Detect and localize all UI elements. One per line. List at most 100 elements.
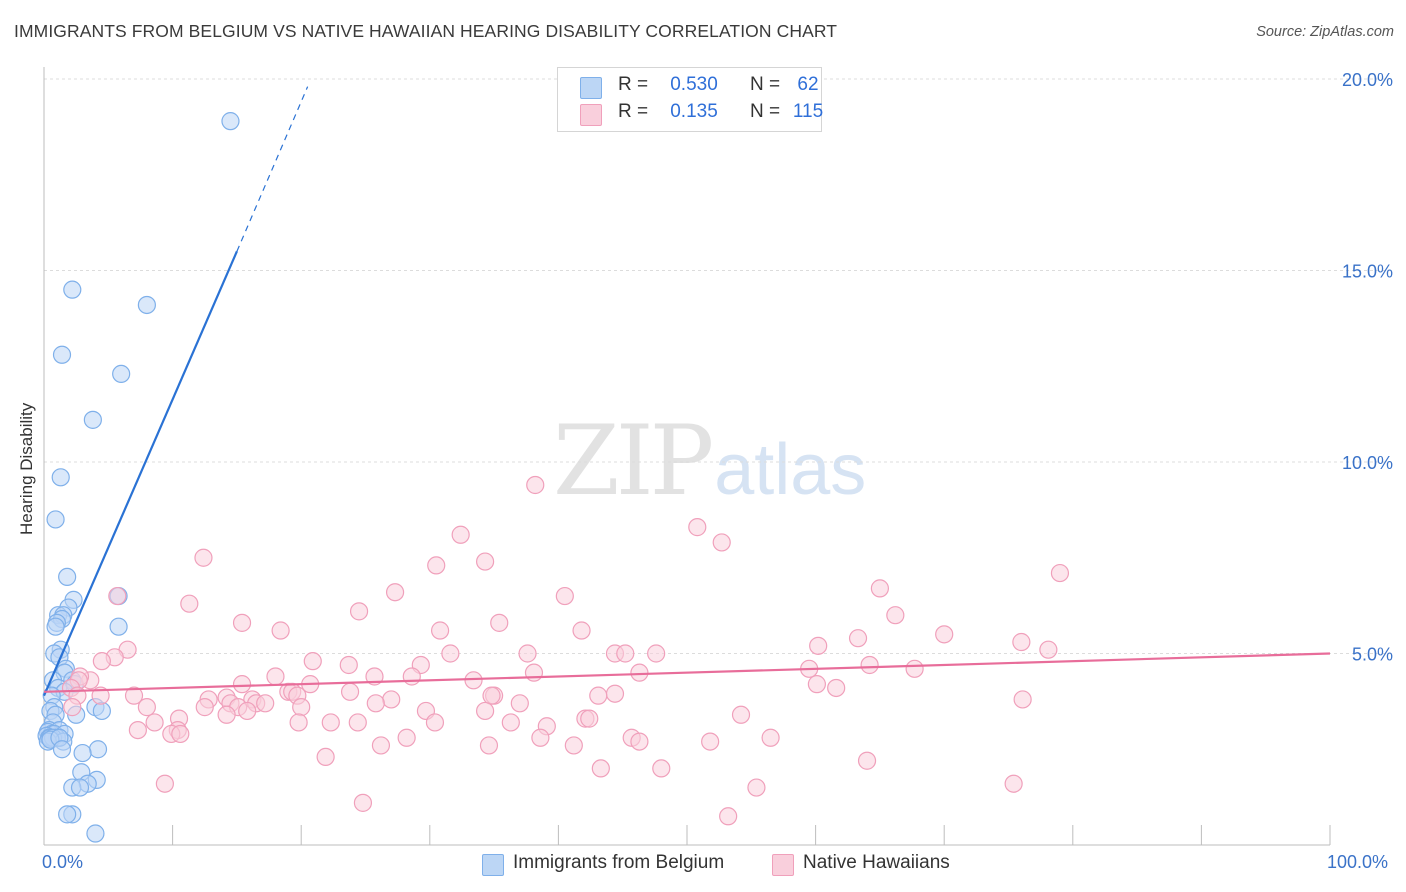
point-native-hawaiian xyxy=(1050,563,1070,583)
point-belgium xyxy=(221,112,240,131)
point-native-hawaiian xyxy=(217,705,236,724)
point-native-hawaiian xyxy=(555,586,574,606)
point-native-hawaiian xyxy=(316,747,335,767)
r-value: 0.530 xyxy=(670,74,718,95)
n-label: N = xyxy=(750,101,781,122)
point-native-hawaiian xyxy=(303,652,322,671)
chart-title: IMMIGRANTS FROM BELGIUM VS NATIVE HAWAII… xyxy=(14,21,838,41)
point-native-hawaiian xyxy=(905,659,924,678)
point-native-hawaiian xyxy=(195,698,214,717)
point-belgium xyxy=(46,510,65,529)
y-tick-label: 15.0% xyxy=(1342,262,1393,282)
x-tick-label-min: 0.0% xyxy=(42,852,84,872)
r-label: R = xyxy=(618,74,649,95)
point-belgium xyxy=(137,295,156,315)
point-native-hawaiian xyxy=(510,694,529,713)
point-native-hawaiian xyxy=(935,625,954,644)
point-native-hawaiian xyxy=(652,759,671,778)
point-native-hawaiian xyxy=(589,686,608,705)
point-native-hawaiian xyxy=(441,644,460,663)
point-native-hawaiian xyxy=(701,732,720,751)
point-native-hawaiian xyxy=(526,475,545,495)
point-native-hawaiian xyxy=(137,698,156,717)
point-native-hawaiian xyxy=(145,713,164,732)
point-native-hawaiian xyxy=(171,724,190,744)
point-native-hawaiian xyxy=(719,807,738,826)
trend-lines xyxy=(42,86,1331,697)
point-belgium xyxy=(46,617,65,636)
point-native-hawaiian xyxy=(124,686,144,705)
point-native-hawaiian xyxy=(92,652,111,671)
point-native-hawaiian xyxy=(108,586,127,606)
x-tick-label-max: 100.0% xyxy=(1327,852,1389,872)
point-native-hawaiian xyxy=(194,548,213,567)
series-belgium xyxy=(37,112,240,843)
point-belgium xyxy=(83,410,102,429)
point-belgium xyxy=(58,805,77,824)
point-native-hawaiian xyxy=(630,732,649,751)
point-belgium xyxy=(52,740,72,759)
point-native-hawaiian xyxy=(366,694,385,713)
y-tick-label: 5.0% xyxy=(1352,645,1393,665)
point-native-hawaiian xyxy=(292,698,311,717)
point-native-hawaiian xyxy=(430,621,450,640)
point-native-hawaiian xyxy=(564,736,583,755)
point-native-hawaiian xyxy=(475,701,495,721)
point-native-hawaiian xyxy=(712,533,731,552)
point-native-hawaiian xyxy=(271,621,290,640)
y-tick-label: 10.0% xyxy=(1342,453,1393,473)
point-native-hawaiian xyxy=(1013,690,1032,709)
point-native-hawaiian xyxy=(1012,632,1031,652)
point-belgium xyxy=(112,364,131,384)
point-native-hawaiian xyxy=(647,644,666,663)
point-native-hawaiian xyxy=(353,793,373,812)
point-native-hawaiian xyxy=(289,713,308,732)
point-native-hawaiian xyxy=(482,686,501,705)
r-value: 0.135 xyxy=(670,101,718,122)
legend-swatch-native-hawaiians xyxy=(580,104,602,126)
y-tick-label: 20.0% xyxy=(1342,70,1393,90)
point-native-hawaiian xyxy=(1039,640,1058,659)
point-belgium xyxy=(52,345,72,364)
point-native-hawaiian xyxy=(451,525,470,544)
point-native-hawaiian xyxy=(860,655,879,675)
gridlines xyxy=(44,78,1392,654)
point-belgium xyxy=(63,280,82,299)
point-native-hawaiian xyxy=(518,644,537,663)
point-native-hawaiian xyxy=(475,552,495,571)
point-native-hawaiian xyxy=(63,698,82,717)
point-belgium xyxy=(86,824,105,843)
n-value: 115 xyxy=(792,101,824,122)
r-label: R = xyxy=(618,101,649,122)
point-native-hawaiian xyxy=(761,728,780,747)
point-native-hawaiian xyxy=(572,621,591,640)
point-belgium xyxy=(92,701,111,721)
point-native-hawaiian xyxy=(591,759,610,778)
point-native-hawaiian xyxy=(827,678,846,698)
point-native-hawaiian xyxy=(397,728,416,747)
point-belgium xyxy=(51,468,70,487)
point-native-hawaiian xyxy=(1004,774,1023,793)
point-native-hawaiian xyxy=(266,667,285,686)
legend-swatch-native-hawaiians xyxy=(772,854,794,876)
n-value: 62 xyxy=(797,74,819,95)
point-native-hawaiian xyxy=(731,705,751,724)
point-native-hawaiian xyxy=(371,736,391,755)
point-native-hawaiian xyxy=(256,694,275,713)
n-label: N = xyxy=(750,74,781,95)
point-belgium xyxy=(109,617,128,636)
point-native-hawaiian xyxy=(580,709,599,728)
series-native-hawaiians xyxy=(61,475,1070,826)
y-tick-labels: 5.0% 10.0% 15.0% 20.0% xyxy=(1342,70,1393,665)
legend-swatch-belgium xyxy=(482,854,504,876)
point-native-hawaiian xyxy=(155,774,174,793)
point-native-hawaiian xyxy=(886,606,905,625)
point-native-hawaiian xyxy=(402,667,421,686)
point-native-hawaiian xyxy=(425,713,445,732)
point-native-hawaiian xyxy=(848,629,868,648)
point-native-hawaiian xyxy=(630,663,649,682)
point-belgium xyxy=(73,743,92,763)
legend-label-native-hawaiians: Native Hawaiians xyxy=(803,852,950,873)
point-belgium xyxy=(88,740,108,759)
point-native-hawaiian xyxy=(747,778,766,797)
